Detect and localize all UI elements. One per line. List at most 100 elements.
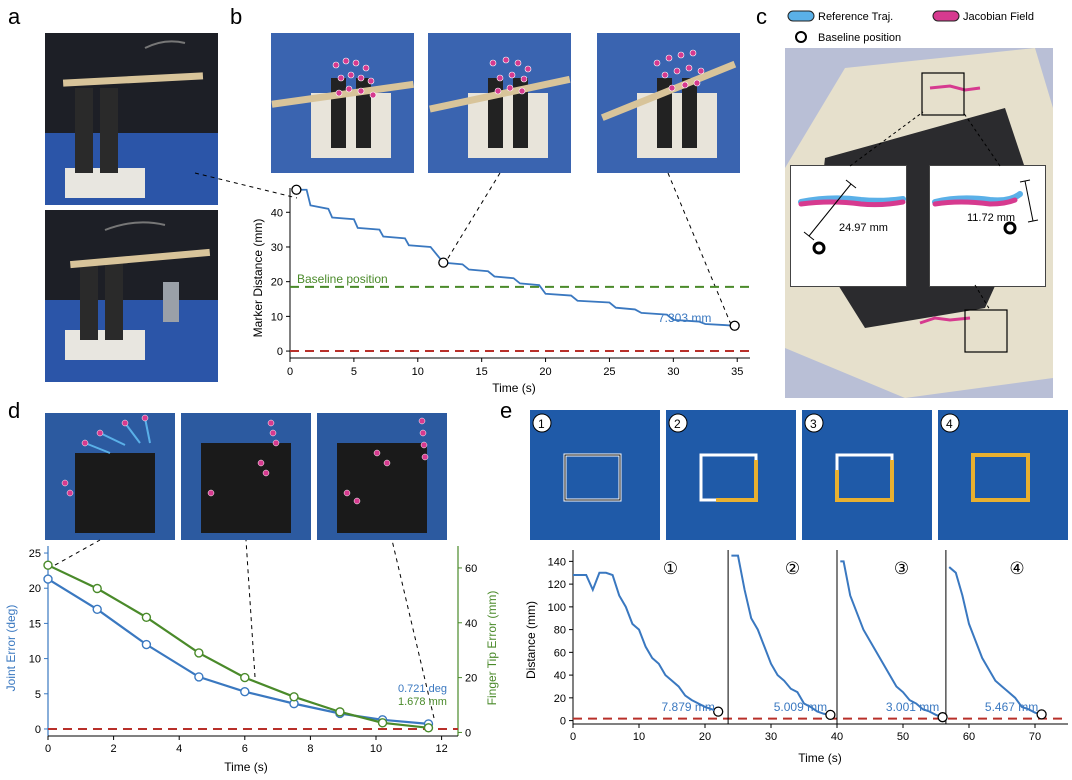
chart-d-ytick-right-label: 40 [465, 618, 477, 630]
chart-e-ytick-label: 80 [554, 625, 566, 637]
chart-d-point-left [289, 698, 299, 709]
chart-e-xlabel: Time (s) [798, 751, 842, 765]
chart-e-ytick-label: 100 [548, 602, 566, 614]
chart-b-xlabel: Time (s) [492, 381, 536, 395]
chart-e-ytick-label: 140 [548, 556, 566, 568]
chart-d-ytick-right-label: 20 [465, 673, 477, 685]
chart-d-ytick-label: 15 [29, 618, 41, 630]
chart-e-segment-label: ① [663, 559, 678, 578]
chart-d-ytick-label: 25 [29, 548, 41, 560]
panel-letter-a: a [8, 4, 21, 29]
chart-d-point-left [240, 686, 250, 697]
chart-d-point-left [43, 574, 53, 584]
panel-d-photo-2 [181, 413, 311, 540]
chart-e-segment-line [840, 560, 943, 719]
chart-b-xtick-label: 35 [731, 366, 743, 378]
chart-e-ytick-label: 40 [554, 670, 566, 682]
chart-d-xtick-label: 6 [242, 743, 248, 755]
chart-d-xtick-label: 4 [176, 743, 182, 755]
chart-d-point-right [194, 648, 204, 658]
chart-d-point-right [240, 672, 250, 683]
legend-baseline-label: Baseline position [818, 32, 901, 44]
chart-d-xtick-label: 2 [111, 743, 117, 755]
chart-e-end-label: 3.001 mm [886, 700, 939, 714]
panel-e-photo-4: 4 [938, 410, 1068, 540]
chart-d-point-left [141, 639, 152, 650]
chart-b-xtick-label: 25 [603, 366, 615, 378]
chart-e-end-label: 5.467 mm [985, 700, 1038, 714]
chart-b-end-label: 7.303 mm [658, 311, 711, 325]
chart-d-ylabel: Joint Error (deg) [4, 605, 18, 692]
chart-d-ytick-label: 5 [35, 689, 41, 701]
chart-e-end-marker [1036, 709, 1047, 720]
chart-b-series-line [296, 188, 735, 327]
chart-e-segment-line [573, 571, 719, 713]
chart-e-xtick-label: 0 [570, 731, 576, 743]
panel-letter-e: e [500, 398, 513, 423]
chart-d-ytick-label: 20 [29, 583, 41, 595]
chart-b-xtick-label: 5 [351, 366, 357, 378]
chart-d-xtick-label: 10 [370, 743, 382, 755]
chart-d-ytick-right-label: 60 [465, 563, 477, 575]
panel-e-photo-3: 3 [802, 410, 932, 540]
chart-e-xtick-label: 60 [963, 731, 975, 743]
chart-d-point-left [377, 715, 388, 725]
inset-left-label: 24.97 mm [839, 222, 888, 234]
chart-d-point-left [423, 719, 434, 729]
chart-b-marker [291, 184, 302, 195]
chart-b-ylabel: Marker Distance (mm) [251, 219, 265, 338]
chart-d-point-right [92, 583, 102, 594]
chart-e-ytick-label: 60 [554, 647, 566, 659]
chart-e-xtick-label: 30 [765, 731, 777, 743]
chart-e-ylabel: Distance (mm) [524, 601, 538, 679]
legend-baseline-marker [795, 31, 807, 43]
panel-letter-b: b [230, 4, 243, 29]
chart-d-deg-label: 0.721 deg [398, 683, 447, 695]
panel-b-photo-3 [597, 33, 740, 173]
chart-e-segment-label: ② [785, 559, 800, 578]
step-badge-3: 3 [810, 417, 817, 431]
panel-letter-d: d [8, 398, 21, 423]
panel-e-photo-1: 1 [530, 410, 660, 540]
chart-d-series-right [47, 564, 429, 729]
chart-e-xtick-label: 50 [897, 731, 909, 743]
panel-letter-c: c [756, 4, 767, 29]
panel-e-photo-2: 2 [666, 410, 796, 540]
chart-d-point-right [335, 707, 345, 717]
chart-e-end-marker [825, 709, 836, 721]
chart-d-point-left [92, 604, 102, 615]
chart-b-xtick-label: 10 [412, 366, 424, 378]
chart-e-segment-label: ④ [1009, 559, 1024, 578]
chart-d-mm-label: 1.678 mm [398, 696, 447, 708]
legend-jacobian-label: Jacobian Field [963, 11, 1034, 23]
chart-d-point-right [141, 612, 152, 622]
panel-c-inset-left: 24.97 mm [790, 165, 907, 287]
chart-b-baseline-label: Baseline position [297, 272, 388, 286]
panel-a-photo-bottom [45, 210, 218, 382]
chart-d-xlabel: Time (s) [224, 760, 268, 774]
chart-e-ytick-label: 0 [560, 716, 566, 728]
chart-d-point-right [423, 723, 434, 733]
chart-b-xtick-label: 20 [539, 366, 551, 378]
chart-b-ytick-label: 10 [271, 311, 283, 323]
chart-b-xtick-label: 30 [667, 366, 679, 378]
chart-d-xtick-label: 12 [435, 743, 447, 755]
chart-b-marker [438, 257, 449, 268]
chart-b-ytick-label: 0 [277, 346, 283, 358]
panel-a-photo-top [45, 33, 218, 205]
chart-d-xtick-label: 0 [45, 743, 51, 755]
chart-e-xtick-label: 20 [699, 731, 711, 743]
chart-d-point-right [289, 692, 299, 702]
chart-d-ytick-label: 0 [35, 724, 41, 736]
inset-right-label: 11.72 mm [967, 212, 1015, 224]
chart-e-end-label: 7.879 mm [662, 700, 715, 714]
chart-b-ytick-label: 20 [271, 277, 283, 289]
legend-jacobian-swatch [932, 10, 960, 22]
chart-d-point-left [335, 708, 345, 719]
chart-e-end-label: 5.009 mm [774, 700, 827, 714]
chart-d-ytick-label: 10 [29, 654, 41, 666]
step-badge-2: 2 [674, 417, 681, 431]
chart-d-ylabel-right: Finger Tip Error (mm) [485, 591, 499, 706]
chart-e-xtick-label: 10 [633, 731, 645, 743]
chart-b-marker [729, 320, 740, 331]
